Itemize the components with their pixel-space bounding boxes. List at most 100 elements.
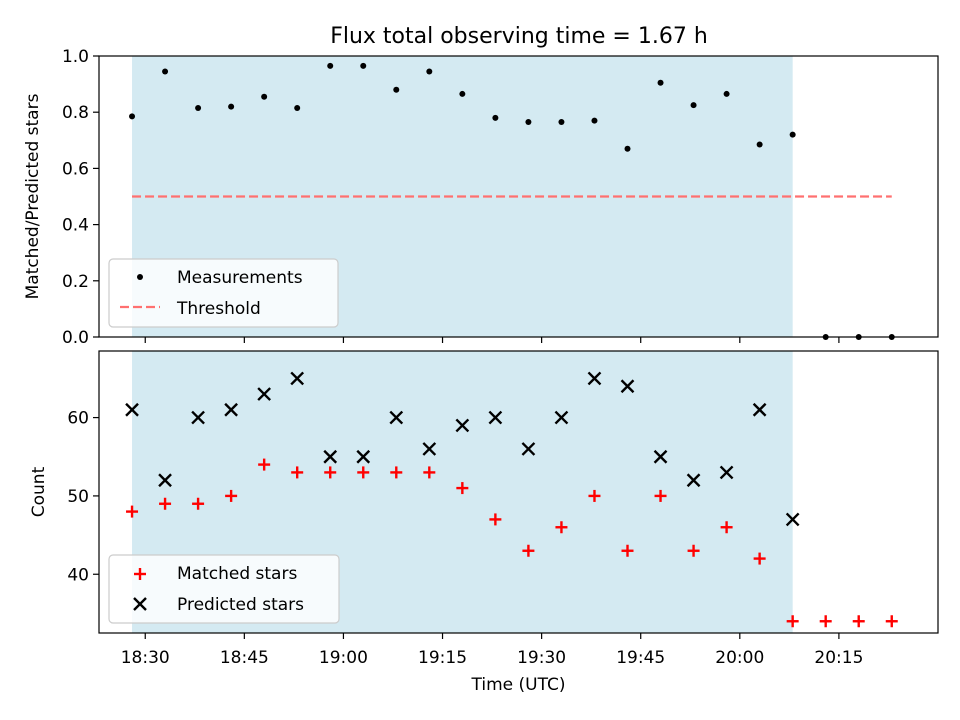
predicted-star-point (521, 442, 536, 456)
matched-star-point (522, 544, 535, 557)
count-y-tick-label: 60 (67, 409, 89, 429)
matched-star-point (126, 505, 139, 518)
measurement-point (558, 119, 565, 126)
matched-star-point (852, 615, 865, 628)
measurement-point (591, 117, 598, 124)
matched-star-point (489, 513, 502, 526)
matched-star-point (390, 466, 403, 479)
time-x-tick-label: 19:00 (319, 648, 368, 668)
matched-star-point (225, 489, 238, 502)
ratio-y-tick-label: 0.0 (62, 328, 89, 348)
matched-star-point (885, 615, 898, 628)
cross-b (785, 512, 800, 527)
predicted-star-point (653, 449, 668, 464)
predicted-star-point (554, 410, 569, 425)
matched-legend-marker (134, 568, 146, 580)
cross-b (158, 473, 172, 488)
ratio-y-tick-label: 0.6 (62, 159, 89, 179)
matched-star-point (324, 466, 337, 479)
cross-b (620, 379, 635, 394)
cross-b (554, 410, 569, 425)
matched-star-point (588, 489, 601, 502)
measurement-point (228, 103, 235, 110)
matched-star-point (621, 544, 634, 557)
cross-b (455, 418, 470, 433)
cross-b (356, 449, 371, 464)
cross-b (133, 597, 147, 611)
measurement-point (756, 141, 763, 148)
matched-star-point (291, 466, 304, 479)
cross-b (191, 410, 205, 425)
count-panel: 40 50 60 18:30 18:45 19:00 19:15 19:30 19:45 20:… (29, 350, 939, 695)
time-x-tick-label: 18:30 (121, 648, 170, 668)
cross-b (323, 449, 338, 464)
matched-star-point (357, 466, 370, 479)
measurement-point (327, 62, 334, 69)
cross-b (422, 442, 437, 456)
matched-star-point (258, 458, 271, 471)
measurement-legend-label: Measurements (177, 268, 303, 288)
cross-b (752, 402, 767, 417)
count-y-axis-label: Count (29, 466, 49, 517)
ratio-y-tick-label: 0.2 (62, 272, 89, 292)
cross-b (653, 449, 668, 464)
matched-star-point (753, 552, 766, 565)
ratio-legend: Measurements Threshold (108, 258, 339, 328)
measurement-point (657, 79, 664, 86)
predicted-star-point (257, 387, 272, 401)
measurement-point (690, 102, 697, 109)
ratio-panel: 0.0 0.2 0.4 0.6 0.8 1.0 Matched/Predicted sta… (23, 47, 939, 348)
measurement-point (426, 68, 433, 75)
count-legend-box (108, 554, 340, 624)
time-x-tick-label: 19:45 (616, 648, 665, 668)
matched-star-point (159, 497, 172, 510)
matched-star-point (654, 489, 667, 502)
matched-star-point (720, 521, 733, 534)
ratio-y-tick-label: 0.4 (62, 216, 89, 236)
cross-b (389, 410, 404, 425)
count-legend: Matched stars Predicted stars (108, 554, 340, 624)
ratio-y-ticks: 0.0 0.2 0.4 0.6 0.8 1.0 (62, 47, 99, 348)
predicted-star-point (356, 449, 371, 464)
matched-star-point (687, 544, 700, 557)
time-x-tick-label: 19:15 (418, 648, 467, 668)
matched-star-point (192, 497, 205, 510)
predicted-star-point (587, 371, 602, 386)
measurement-point (360, 62, 367, 69)
cross-b (224, 402, 238, 417)
measurement-point (294, 104, 301, 111)
predicted-star-point (422, 442, 437, 456)
time-x-ticks: 18:30 18:45 19:00 19:15 19:30 19:45 20:00 20:15 (121, 633, 863, 668)
cross-b (719, 465, 734, 480)
count-y-tick-label: 50 (67, 487, 89, 507)
matched-legend-label: Matched stars (177, 564, 297, 584)
cross-b (488, 410, 503, 425)
matched-star-point (786, 615, 799, 628)
predicted-star-point (224, 402, 238, 417)
cross-b (587, 371, 602, 386)
ratio-y-axis-label: Matched/Predicted stars (23, 93, 43, 299)
predicted-star-point (389, 410, 404, 425)
predicted-star-point (158, 473, 172, 488)
measurement-point (195, 104, 202, 111)
predicted-legend-label: Predicted stars (177, 595, 304, 615)
cross-b (290, 371, 305, 386)
matched-star-point (456, 482, 469, 495)
time-x-tick-label: 20:15 (814, 648, 863, 668)
count-y-ticks: 40 50 60 (67, 409, 99, 585)
predicted-star-point (488, 410, 503, 425)
predicted-star-point (455, 418, 470, 433)
measurement-point (129, 113, 136, 120)
measurement-point (525, 119, 532, 126)
predicted-star-point (323, 449, 338, 464)
matched-star-point (423, 466, 436, 479)
measurement-points (129, 62, 895, 340)
predicted-star-point (620, 379, 635, 394)
measurement-point (393, 86, 400, 93)
measurement-point (261, 93, 268, 100)
measurement-legend-marker (137, 274, 143, 280)
predicted-legend-marker (133, 597, 147, 611)
cross-b (521, 442, 536, 456)
time-x-axis-label: Time (UTC) (471, 675, 566, 695)
ratio-y-tick-label: 1.0 (62, 47, 89, 67)
